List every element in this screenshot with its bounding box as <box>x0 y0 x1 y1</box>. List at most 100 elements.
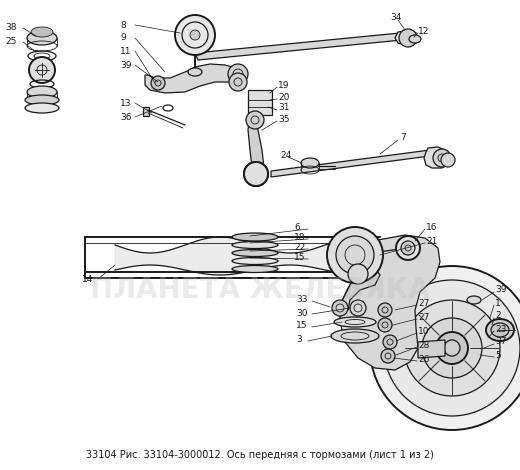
Circle shape <box>378 303 392 317</box>
Text: 7: 7 <box>400 133 406 142</box>
Circle shape <box>396 236 420 260</box>
Circle shape <box>436 332 468 364</box>
Ellipse shape <box>301 158 319 168</box>
Circle shape <box>422 318 482 378</box>
Text: 34: 34 <box>390 14 401 23</box>
Circle shape <box>327 227 383 283</box>
Circle shape <box>190 30 200 40</box>
Circle shape <box>332 300 348 316</box>
Text: 3: 3 <box>296 336 302 345</box>
Ellipse shape <box>232 242 278 249</box>
Ellipse shape <box>188 68 202 76</box>
Circle shape <box>253 171 259 177</box>
Text: 36: 36 <box>120 112 132 122</box>
Text: 19: 19 <box>278 81 290 91</box>
Polygon shape <box>248 115 264 172</box>
Polygon shape <box>340 268 380 310</box>
Polygon shape <box>395 30 418 46</box>
Text: 12: 12 <box>418 26 430 36</box>
Circle shape <box>444 340 460 356</box>
Text: 30: 30 <box>296 308 307 318</box>
Text: 13: 13 <box>120 99 132 108</box>
Ellipse shape <box>232 258 278 265</box>
Ellipse shape <box>232 250 278 257</box>
Circle shape <box>246 111 264 129</box>
Text: 27: 27 <box>418 299 430 308</box>
Text: 5: 5 <box>495 352 501 360</box>
Circle shape <box>441 153 455 167</box>
Circle shape <box>348 264 368 284</box>
Text: 31: 31 <box>278 103 290 112</box>
Ellipse shape <box>331 329 379 343</box>
Polygon shape <box>145 64 240 93</box>
Text: 33: 33 <box>296 296 307 305</box>
Text: ПЛАНЕТА ЖЕЛЕЗЯКА: ПЛАНЕТА ЖЕЛЕЗЯКА <box>90 276 430 304</box>
Ellipse shape <box>25 103 59 113</box>
Ellipse shape <box>334 317 376 327</box>
Text: 10: 10 <box>418 328 430 337</box>
Text: 22: 22 <box>294 243 305 252</box>
Polygon shape <box>418 340 445 358</box>
Text: 8: 8 <box>120 21 126 30</box>
Ellipse shape <box>409 35 421 43</box>
Ellipse shape <box>31 27 53 37</box>
Text: 18: 18 <box>294 234 306 243</box>
Circle shape <box>381 349 395 363</box>
Text: 15: 15 <box>294 253 306 263</box>
Polygon shape <box>195 33 402 60</box>
Circle shape <box>370 266 520 430</box>
Circle shape <box>151 76 165 90</box>
Text: 23: 23 <box>495 324 506 334</box>
Text: 28: 28 <box>418 342 430 351</box>
Text: 2: 2 <box>495 312 501 321</box>
Circle shape <box>228 64 248 84</box>
Circle shape <box>383 335 397 349</box>
Circle shape <box>336 236 374 274</box>
Text: 25: 25 <box>5 38 16 47</box>
Circle shape <box>399 29 417 47</box>
Text: 39: 39 <box>120 61 132 70</box>
Circle shape <box>378 318 392 332</box>
Text: 26: 26 <box>418 355 430 365</box>
Circle shape <box>175 15 215 55</box>
Polygon shape <box>340 235 440 370</box>
Ellipse shape <box>27 31 57 45</box>
Text: 24: 24 <box>280 150 291 159</box>
Circle shape <box>244 162 268 186</box>
Text: 39: 39 <box>495 285 506 295</box>
Ellipse shape <box>29 57 55 83</box>
Text: 15: 15 <box>296 321 307 330</box>
Text: 16: 16 <box>426 224 437 233</box>
Polygon shape <box>424 147 448 168</box>
Circle shape <box>384 280 520 416</box>
Circle shape <box>244 162 268 186</box>
Text: 1: 1 <box>495 298 501 307</box>
Circle shape <box>404 300 500 396</box>
Ellipse shape <box>486 319 514 341</box>
Ellipse shape <box>27 86 57 98</box>
Ellipse shape <box>467 296 481 304</box>
Ellipse shape <box>232 266 278 273</box>
Circle shape <box>229 73 247 91</box>
Text: 38: 38 <box>5 24 17 32</box>
Polygon shape <box>143 107 149 116</box>
Text: 9: 9 <box>120 33 126 42</box>
Text: 11: 11 <box>120 47 132 55</box>
Text: 33104 Рис. 33104-3000012. Ось передняя с тормозами (лист 1 из 2): 33104 Рис. 33104-3000012. Ось передняя с… <box>86 450 434 460</box>
Circle shape <box>350 300 366 316</box>
Circle shape <box>433 149 451 167</box>
Text: 37: 37 <box>495 337 506 346</box>
Ellipse shape <box>25 95 59 105</box>
Polygon shape <box>115 237 360 275</box>
Text: 14: 14 <box>82 275 94 284</box>
Polygon shape <box>248 90 272 115</box>
Ellipse shape <box>491 323 509 337</box>
Ellipse shape <box>232 233 278 241</box>
Text: 6: 6 <box>294 224 300 233</box>
Circle shape <box>401 241 415 255</box>
Text: 21: 21 <box>426 237 437 246</box>
Text: 35: 35 <box>278 116 290 125</box>
Polygon shape <box>271 150 430 177</box>
Text: 20: 20 <box>278 93 289 102</box>
Text: 27: 27 <box>418 313 430 322</box>
